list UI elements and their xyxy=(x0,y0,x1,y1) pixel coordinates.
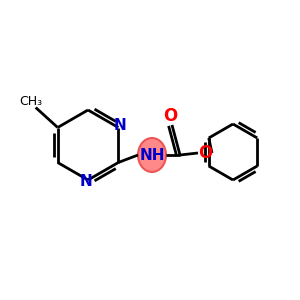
Text: O: O xyxy=(163,107,177,125)
Text: N: N xyxy=(80,175,92,190)
Ellipse shape xyxy=(138,138,166,172)
Text: CH₃: CH₃ xyxy=(19,95,42,108)
Text: N: N xyxy=(114,118,127,133)
Text: NH: NH xyxy=(139,148,165,163)
Text: O: O xyxy=(198,144,212,162)
